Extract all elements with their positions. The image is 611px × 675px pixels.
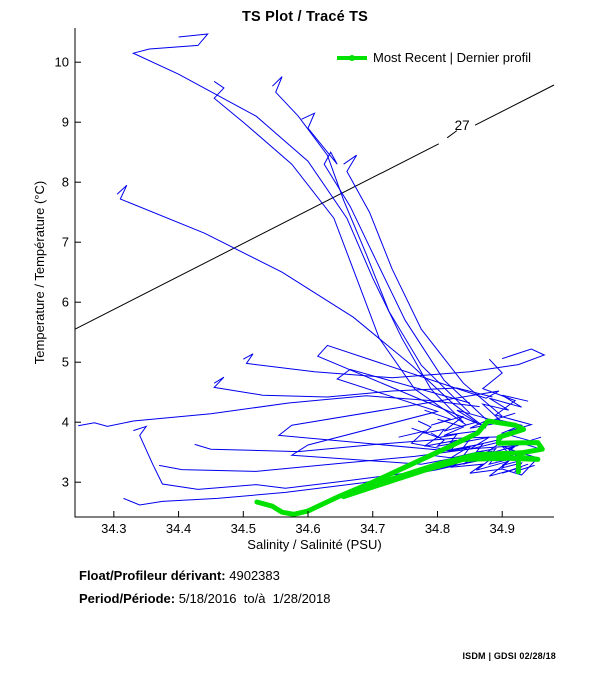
x-tick-label: 34.6	[295, 521, 320, 536]
most-recent-trace	[254, 418, 545, 517]
axes: 3 4 5 6 7 8 9 10 34.3 34.4 34.5 34.6 34.7 34.8 34.9 Sal…	[32, 28, 554, 552]
float-id-label: Float/Profileur dérivant:	[79, 568, 226, 583]
density-contour: 27	[74, 84, 555, 330]
profile-trace	[133, 425, 480, 490]
contour-label: 27	[455, 118, 470, 133]
y-tick-label: 4	[62, 415, 69, 430]
float-id-value: 4902383	[225, 568, 280, 583]
profile-trace	[116, 184, 487, 429]
profile-trace	[481, 358, 534, 432]
period-value: 5/18/2016 to/à 1/28/2018	[175, 591, 331, 606]
period-label: Period/Période:	[79, 591, 176, 606]
y-tick-label: 3	[62, 475, 69, 490]
x-axis-label: Salinity / Salinité (PSU)	[247, 537, 381, 552]
recent-profile-line	[254, 418, 545, 517]
profile-trace	[272, 76, 471, 414]
profile-trace	[78, 395, 480, 427]
legend-label: Most Recent | Dernier profil	[373, 50, 531, 65]
legend: Most Recent | Dernier profil	[337, 50, 531, 65]
profile-trace	[213, 376, 493, 398]
profile-trace	[343, 154, 503, 417]
float-id-line: Float/Profileur dérivant: 4902383	[79, 568, 280, 583]
profile-trace	[424, 394, 529, 432]
profile-trace	[301, 112, 487, 420]
legend-line-icon	[337, 54, 367, 61]
chart-title: TS Plot / Tracé TS	[241, 9, 369, 25]
y-tick-label: 8	[62, 175, 69, 190]
profile-trace	[290, 368, 493, 465]
y-tick-label: 9	[62, 115, 69, 130]
profile-trace	[243, 348, 546, 379]
y-tick-label: 5	[62, 355, 69, 370]
x-tick-label: 34.3	[101, 521, 126, 536]
x-tick-label: 34.4	[166, 521, 191, 536]
profile-trace	[277, 344, 503, 452]
x-tick-label: 34.7	[360, 521, 385, 536]
y-tick-label: 6	[62, 295, 69, 310]
profile-trace	[131, 33, 464, 423]
y-axis-label: Temperature / Température (°C)	[32, 181, 47, 364]
x-tick-label: 34.8	[425, 521, 450, 536]
y-tick-label: 7	[62, 235, 69, 250]
period-line: Period/Période: 5/18/2016 to/à 1/28/2018	[79, 591, 331, 606]
profile-trace	[213, 80, 467, 426]
watermark-isdm: ISDM | GDSI 02/28/18	[462, 651, 556, 661]
x-tick-label: 34.9	[490, 521, 515, 536]
y-tick-label: 10	[55, 55, 69, 70]
x-tick-label: 34.5	[231, 521, 256, 536]
